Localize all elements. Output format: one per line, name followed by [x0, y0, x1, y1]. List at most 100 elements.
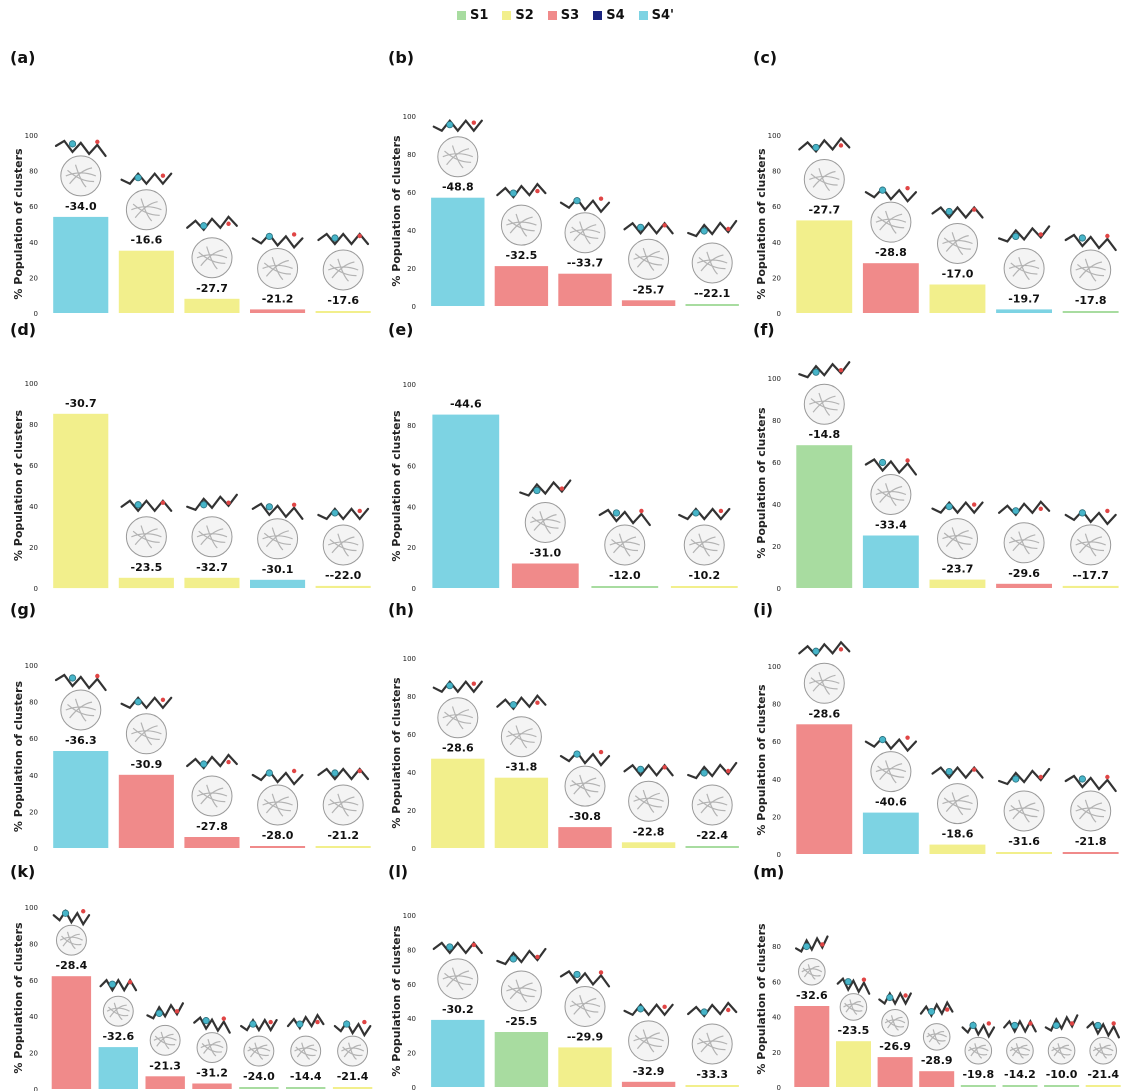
chart-panel: (d) % Population of clusters 0 20 40 60 80 100 -… — [10, 320, 380, 593]
protein-fold-icon — [1010, 262, 1038, 275]
ligand-icon — [193, 1015, 231, 1034]
data-label: -19.7 — [1008, 292, 1040, 305]
protein-structure-icon — [628, 1020, 670, 1062]
ligand-atom-icon — [838, 647, 844, 652]
bar — [836, 1041, 871, 1087]
y-tick-label: 60 — [407, 981, 416, 989]
ligand-atom-icon — [662, 1004, 667, 1010]
protein-structure-icon — [337, 1035, 369, 1067]
ligand-icon — [146, 1002, 184, 1020]
protein-fold-icon — [879, 485, 903, 503]
protein-fold-icon — [533, 514, 557, 531]
protein-structure-icon — [500, 204, 542, 246]
ligand-atom-icon — [820, 942, 825, 947]
protein-structure-icon — [683, 524, 725, 566]
panel-letter: (m) — [753, 862, 785, 881]
y-tick-label: 0 — [777, 310, 781, 318]
y-tick-label: 100 — [25, 904, 38, 912]
protein-structure-icon — [1003, 790, 1045, 832]
data-label: -28.4 — [56, 959, 88, 972]
data-label: -34.0 — [65, 200, 97, 213]
protein-fold-icon — [1010, 804, 1038, 818]
protein-fold-icon — [969, 1046, 988, 1056]
data-label: -21.4 — [337, 1070, 369, 1083]
y-tick-label: 60 — [772, 203, 781, 211]
bar — [621, 842, 676, 848]
data-label: -21.3 — [149, 1059, 181, 1072]
y-tick-label: 40 — [407, 503, 416, 511]
bar — [685, 1085, 739, 1087]
ligand-icon — [864, 186, 917, 203]
protein-fold-icon — [636, 1032, 660, 1050]
protein-fold-icon — [1010, 536, 1038, 550]
protein-fold-icon — [571, 1000, 599, 1013]
y-axis-label: % Population of clusters — [755, 923, 768, 1075]
protein-fold-icon — [107, 1006, 129, 1017]
data-label: -32.6 — [796, 989, 828, 1002]
y-tick-label: 0 — [777, 1084, 781, 1091]
y-tick-label: 60 — [772, 978, 781, 986]
ligand-icon — [598, 508, 651, 527]
protein-fold-icon — [943, 797, 971, 810]
ligand-ring-icon — [155, 1009, 163, 1017]
protein-fold-icon — [198, 530, 226, 543]
ligand-atom-icon — [357, 508, 362, 514]
ligand-atom-icon — [838, 368, 844, 373]
protein-structure-icon — [803, 158, 845, 200]
ligand-atom-icon — [598, 196, 604, 201]
ligand-atom-icon — [639, 508, 644, 514]
legend-label: S4' — [651, 8, 675, 23]
panel-letter: (b) — [388, 48, 415, 67]
legend-label: S2 — [515, 8, 534, 23]
protein-structure-icon — [1006, 1036, 1034, 1065]
protein-structure-icon — [964, 1036, 993, 1065]
chart-panel: (h) % Population of clusters 0 20 40 60 80 100 -… — [388, 600, 748, 860]
data-label: -32.6 — [102, 1030, 134, 1043]
bar — [431, 758, 485, 848]
ligand-icon — [798, 361, 851, 379]
chart-panel: (f) % Population of clusters 0 20 40 60 80 100 -… — [753, 320, 1128, 593]
data-label: -17.6 — [327, 294, 359, 307]
ligand-ring-icon — [200, 222, 208, 230]
protein-structure-icon — [564, 212, 606, 254]
legend-swatch — [638, 11, 648, 20]
ligand-ring-icon — [812, 143, 820, 152]
data-label: -16.6 — [131, 234, 163, 247]
ligand-ring-icon — [1094, 1021, 1102, 1030]
data-label: -33.3 — [696, 1068, 728, 1081]
y-tick-label: 0 — [34, 1086, 38, 1091]
protein-fold-icon — [845, 1001, 861, 1013]
bar — [315, 585, 371, 588]
ligand-ring-icon — [573, 197, 581, 205]
ligand-atom-icon — [718, 508, 724, 514]
ligand-atom-icon — [160, 500, 166, 505]
data-label: --22.1 — [694, 287, 730, 300]
bar — [877, 1057, 913, 1087]
y-axis-label: % Population of clusters — [390, 677, 403, 829]
ligand-ring-icon — [802, 942, 811, 951]
protein-structure-icon — [322, 784, 364, 826]
chart-svg: % Population of clusters 0 20 40 60 80 100 -28.… — [12, 904, 373, 1091]
legend-swatch — [593, 11, 603, 20]
ligand-atom-icon — [1105, 233, 1110, 239]
bar — [919, 1071, 955, 1087]
y-tick-label: 20 — [407, 544, 416, 552]
data-label: -26.9 — [879, 1040, 911, 1053]
protein-structure-icon — [257, 518, 299, 560]
ligand-ring-icon — [134, 501, 142, 509]
ligand-atom-icon — [471, 120, 477, 125]
ligand-icon — [317, 507, 370, 521]
ligand-icon — [54, 139, 107, 157]
bar — [51, 976, 92, 1089]
y-tick-label: 0 — [34, 585, 38, 593]
bar — [250, 309, 306, 313]
y-tick-label: 40 — [29, 239, 38, 247]
data-label: -31.2 — [196, 1067, 228, 1080]
protein-fold-icon — [1077, 538, 1105, 552]
ligand-icon — [878, 991, 912, 1006]
y-tick-label: 100 — [403, 113, 416, 121]
protein-structure-icon — [191, 775, 233, 817]
panel-letter: (c) — [753, 48, 778, 67]
protein-structure-icon — [196, 1032, 228, 1064]
protein-fold-icon — [573, 997, 597, 1015]
